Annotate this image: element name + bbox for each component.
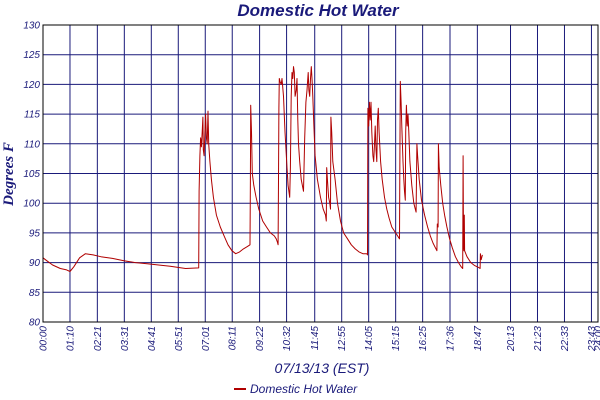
- x-tick-label-0: 00:00: [39, 326, 50, 351]
- x-tick-label-21: 24:00: [594, 326, 600, 352]
- x-tick-label-13: 15:15: [391, 326, 402, 351]
- x-tick-label-3: 03:31: [120, 326, 131, 351]
- chart-title: Domestic Hot Water: [237, 1, 400, 20]
- plot-area: [42, 24, 599, 323]
- y-tick-label-9: 125: [23, 50, 40, 61]
- x-tick-label-2: 02:21: [93, 326, 104, 351]
- series-line-domestic-hot-water: [42, 66, 483, 272]
- y-tick-label-5: 105: [23, 169, 40, 180]
- x-tick-label-4: 04:41: [147, 326, 158, 351]
- legend-label: Domestic Hot Water: [250, 382, 358, 396]
- x-axis-ticks: 00:00 01:10 02:21 03:31 04:41 05:51 07:01 08:11…: [39, 326, 600, 352]
- y-tick-label-2: 90: [29, 258, 41, 269]
- y-axis-ticks: 80 85 90 95 100 105 110 115 120 125 130: [23, 21, 40, 329]
- x-tick-label-10: 11:45: [310, 326, 321, 351]
- plot-border: [42, 24, 599, 323]
- x-axis-label: 07/13/13 (EST): [275, 360, 370, 376]
- x-tick-label-17: 20:13: [506, 326, 517, 352]
- x-tick-label-8: 09:22: [255, 326, 266, 351]
- y-tick-label-4: 100: [23, 199, 40, 210]
- x-tick-label-15: 17:36: [446, 326, 457, 351]
- x-tick-label-5: 05:51: [174, 326, 185, 351]
- x-tick-label-1: 01:10: [65, 326, 76, 351]
- y-tick-label-3: 95: [29, 228, 41, 239]
- x-tick-label-12: 14:05: [364, 326, 375, 351]
- y-axis-label: Degrees F: [1, 142, 17, 207]
- y-tick-label-1: 85: [29, 288, 41, 299]
- x-tick-label-14: 16:25: [418, 326, 429, 351]
- y-tick-label-0: 80: [29, 318, 41, 329]
- x-tick-label-7: 08:11: [228, 326, 239, 350]
- y-tick-label-7: 115: [24, 110, 40, 121]
- x-tick-label-20: 23:43: [587, 326, 598, 352]
- x-tick-label-18: 21:23: [533, 326, 544, 352]
- x-tick-label-6: 07:01: [201, 326, 212, 351]
- legend: Domestic Hot Water: [234, 382, 358, 396]
- x-tick-label-9: 10:32: [282, 326, 293, 351]
- y-tick-label-6: 110: [24, 139, 40, 150]
- y-tick-label-10: 130: [23, 21, 40, 32]
- x-tick-label-16: 18:47: [473, 326, 484, 351]
- x-tick-label-11: 12:55: [337, 326, 348, 351]
- y-tick-label-8: 120: [23, 80, 40, 91]
- x-tick-label-19: 22:33: [560, 326, 571, 352]
